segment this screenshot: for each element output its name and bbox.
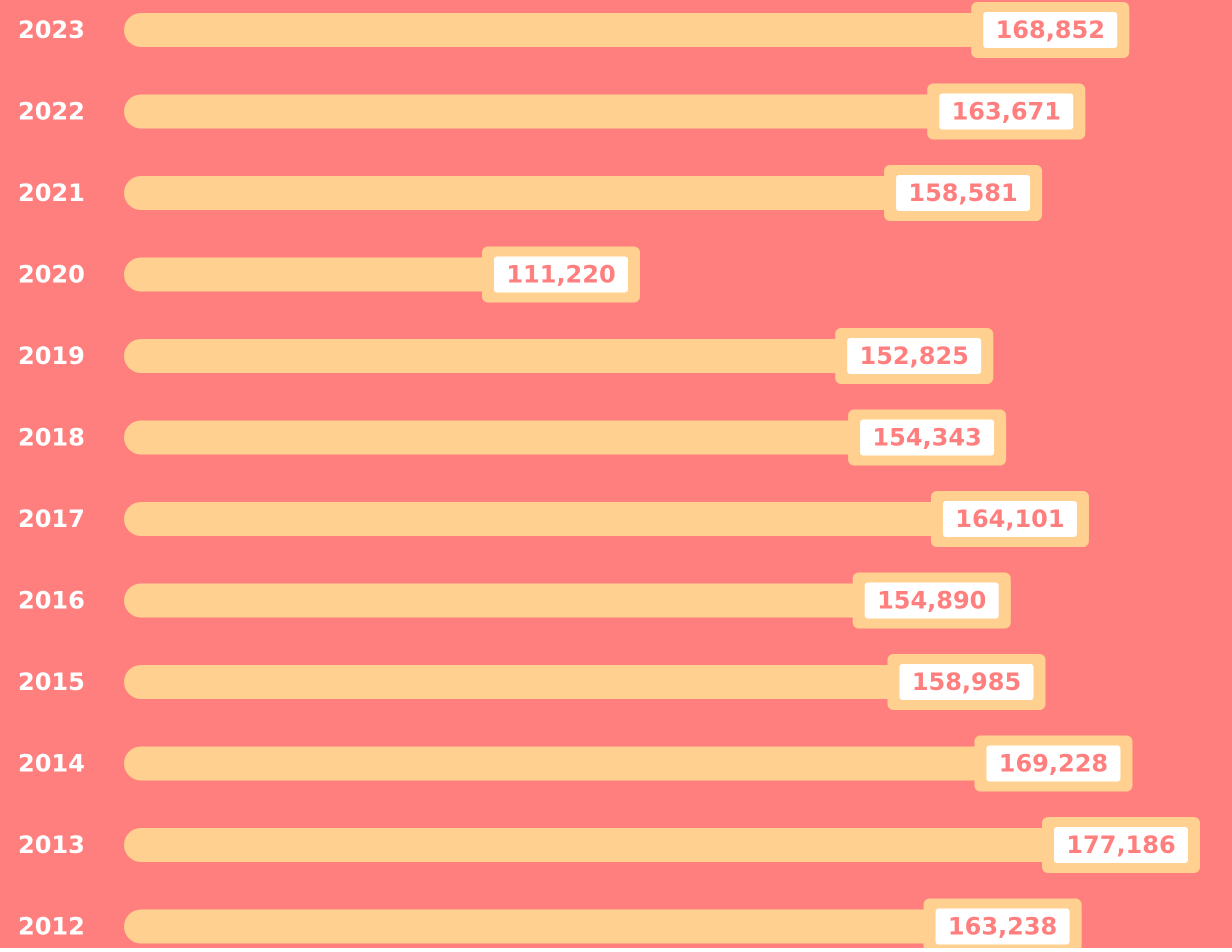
bar: [124, 746, 1133, 781]
value-label-box: [942, 501, 1077, 537]
value-label: 163,671: [952, 98, 1061, 126]
value-label-box: [935, 908, 1070, 945]
value-label-box: [899, 664, 1034, 700]
category-label: 2023: [18, 16, 85, 44]
value-label: 163,238: [948, 913, 1057, 941]
value-label-box: [896, 175, 1031, 211]
value-label: 158,581: [908, 179, 1017, 207]
value-label-box: [860, 419, 995, 456]
bar: [124, 94, 1086, 129]
category-label: 2016: [18, 587, 85, 615]
value-label-box: [983, 12, 1118, 48]
bar: [124, 13, 1130, 47]
category-label: 2014: [18, 750, 85, 778]
value-label-box: [864, 582, 999, 619]
value-label: 177,186: [1066, 831, 1175, 859]
value-label: 158,985: [912, 668, 1021, 696]
category-label: 2012: [18, 913, 85, 941]
bar: [124, 583, 1011, 618]
bar: [124, 665, 1046, 699]
category-label: 2017: [18, 505, 85, 533]
bar: [124, 828, 1200, 862]
category-label: 2022: [18, 98, 85, 126]
value-label-box: [847, 338, 982, 374]
value-label: 154,343: [872, 424, 981, 452]
bar: [124, 339, 994, 373]
value-label-box: [986, 745, 1121, 782]
category-label: 2019: [18, 342, 85, 370]
bar: [124, 502, 1089, 536]
value-label-box: [1054, 827, 1188, 863]
value-label: 154,890: [877, 587, 986, 615]
category-label: 2020: [18, 261, 85, 289]
category-label: 2015: [18, 668, 85, 696]
value-label-box: [494, 256, 628, 293]
category-label: 2021: [18, 179, 85, 207]
value-label: 169,228: [999, 750, 1108, 778]
value-label: 111,220: [506, 261, 615, 289]
value-label: 152,825: [860, 342, 969, 370]
value-label-box: [939, 93, 1074, 130]
value-label: 164,101: [955, 505, 1064, 533]
value-label: 168,852: [996, 16, 1105, 44]
category-label: 2013: [18, 831, 85, 859]
bar: [124, 176, 1043, 210]
category-label: 2018: [18, 424, 85, 452]
bar: [124, 909, 1082, 944]
bar: [124, 420, 1007, 455]
